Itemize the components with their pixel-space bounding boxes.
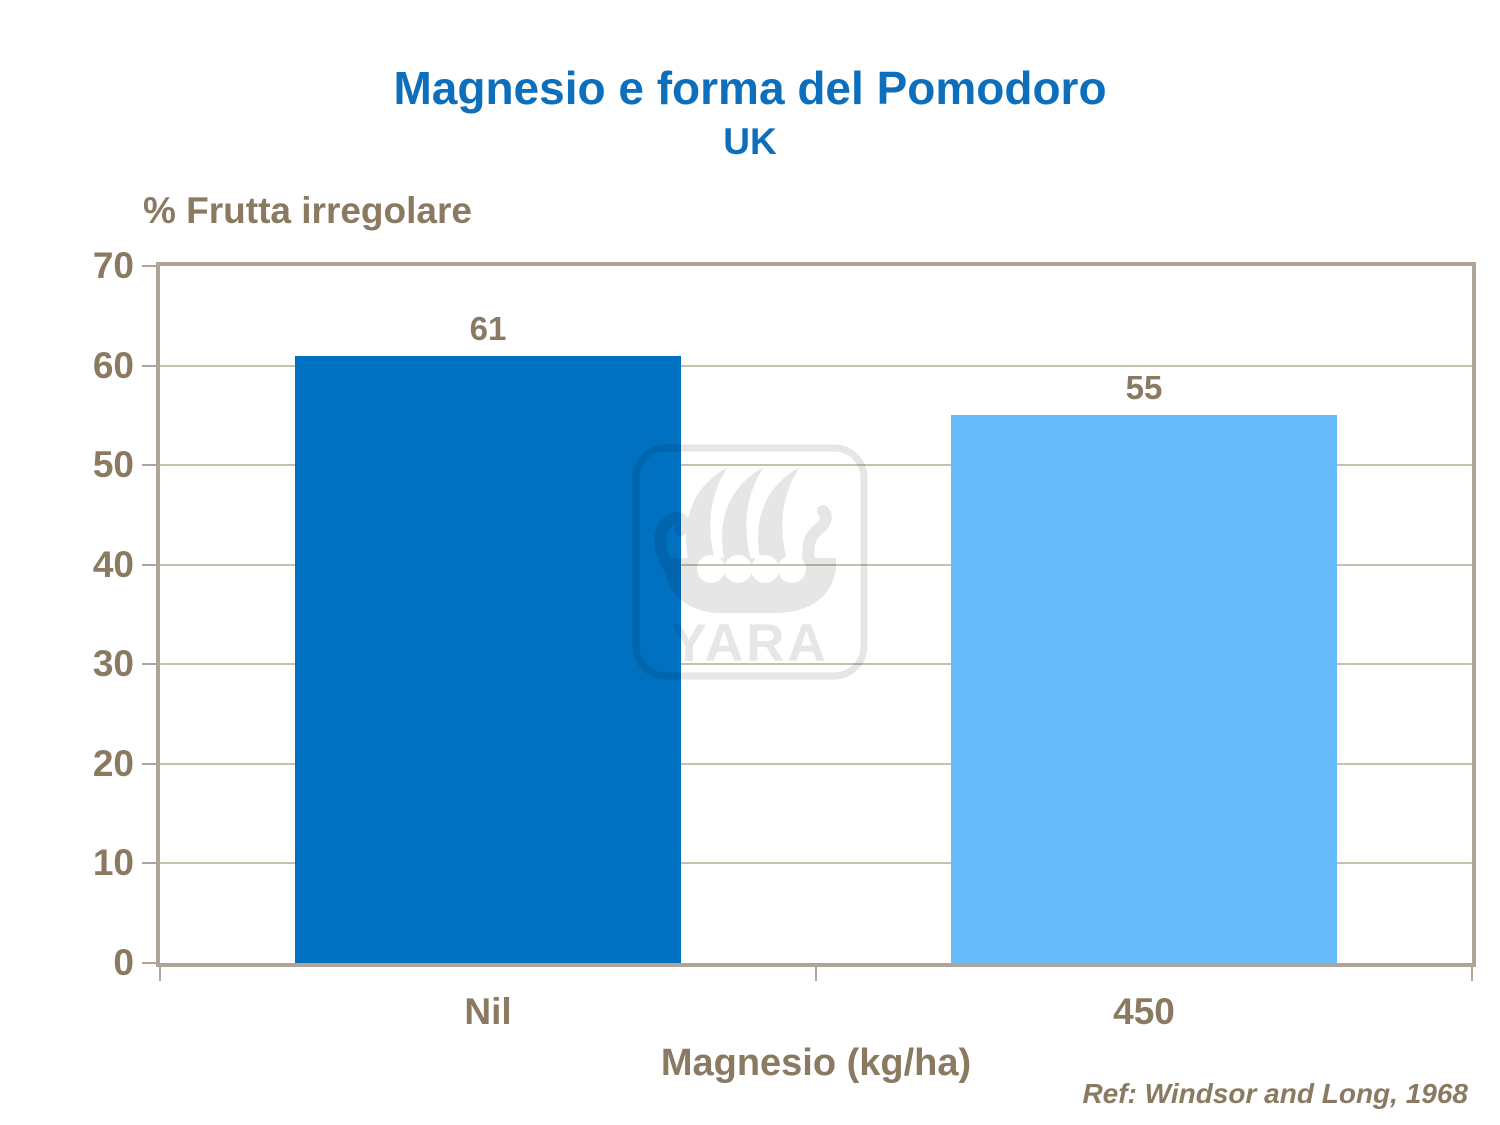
y-tick-label-60: 60	[92, 344, 134, 386]
y-tick-label-40: 40	[92, 543, 134, 585]
y-axis-title: % Frutta irregolare	[143, 190, 472, 231]
bar-450	[951, 415, 1337, 963]
y-tick-10	[142, 862, 160, 865]
gridline-50	[160, 464, 1472, 467]
gridline-60	[160, 364, 1472, 367]
x-tick-2	[1471, 967, 1473, 981]
y-tick-label-0: 0	[113, 942, 134, 983]
y-tick-60	[142, 364, 160, 367]
y-tick-label-10: 10	[92, 842, 134, 884]
y-tick-20	[142, 762, 160, 765]
y-tick-0	[142, 962, 160, 964]
ship-prow-right	[802, 505, 832, 574]
x-tick-1	[815, 967, 817, 981]
bar-Nil	[295, 355, 681, 963]
y-tick-label-30: 30	[92, 643, 134, 685]
ship-prow-left	[654, 511, 690, 574]
y-tick-70	[142, 265, 160, 267]
ship-shields	[697, 555, 806, 583]
gridline-10	[160, 862, 1472, 865]
category-label-450: 450	[1113, 991, 1175, 1032]
y-tick-40	[142, 563, 160, 566]
y-tick-50	[142, 464, 160, 467]
y-tick-label-70: 70	[92, 245, 134, 286]
x-tick-0	[159, 967, 161, 981]
chart-title: Magnesio e forma del Pomodoro	[393, 62, 1107, 114]
y-tick-label-20: 20	[92, 742, 134, 784]
y-tick-label-50: 50	[92, 444, 134, 486]
category-label-Nil: Nil	[464, 991, 512, 1032]
gridline-30	[160, 663, 1472, 666]
chart-subtitle: UK	[723, 121, 777, 162]
yara-logo-watermark: YARA	[632, 444, 868, 680]
y-tick-30	[142, 663, 160, 666]
reference-note: Ref: Windsor and Long, 1968	[1082, 1078, 1468, 1109]
x-axis-title: Magnesio (kg/ha)	[660, 1042, 972, 1084]
value-label-450: 55	[1125, 369, 1163, 407]
watermark-frame	[632, 444, 868, 680]
gridline-20	[160, 762, 1472, 765]
value-label-Nil: 61	[469, 309, 507, 347]
watermark-text: YARA	[671, 614, 828, 673]
